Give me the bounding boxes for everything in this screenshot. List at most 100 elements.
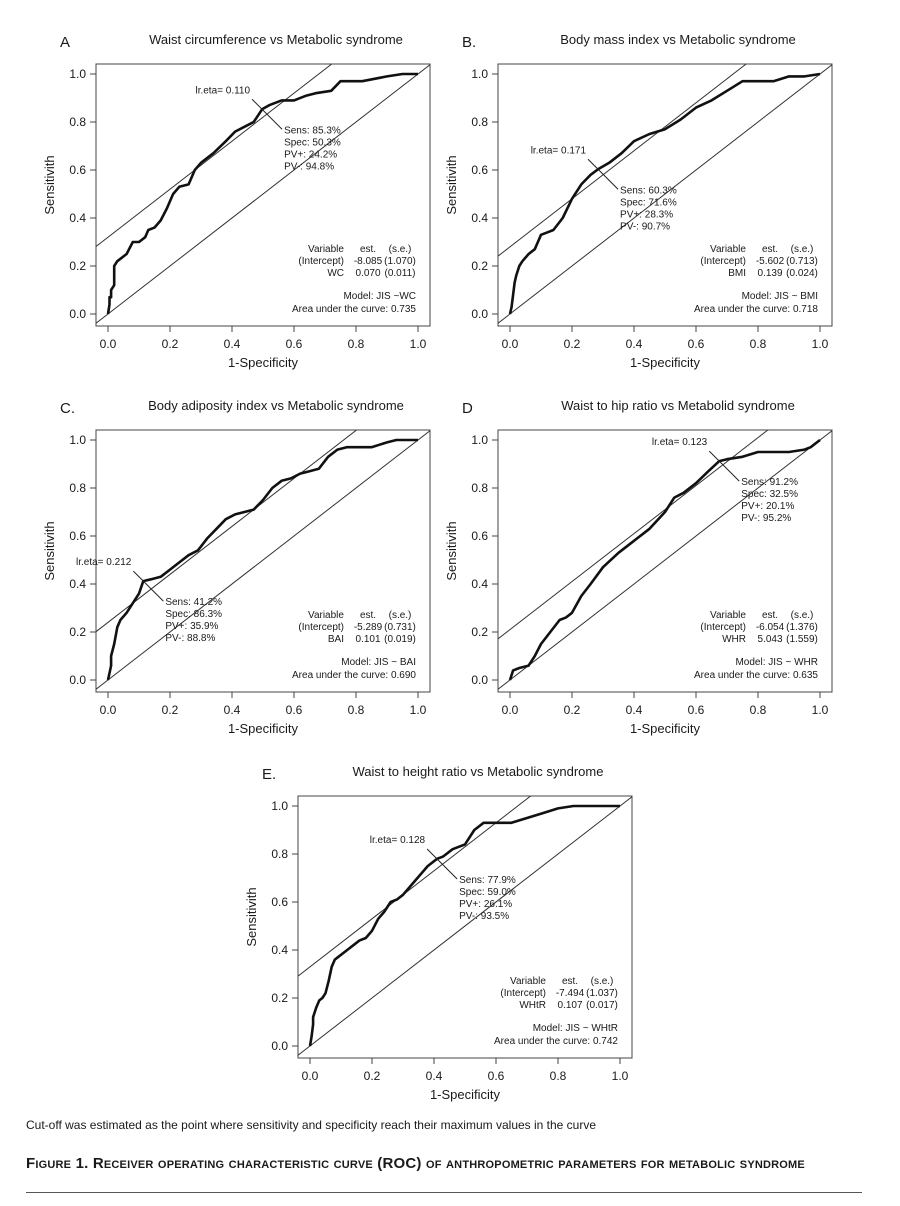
cutoff-stat: PV+: 24.2%: [284, 149, 337, 160]
coef-variable: (Intercept): [700, 622, 746, 633]
y-tick-label: 0.4: [471, 211, 488, 225]
cutoff-diagonal: [298, 796, 532, 977]
chance-diagonal: [498, 430, 832, 690]
x-tick-label: 0.6: [286, 703, 303, 717]
cutoff-stat: PV-: 93.5%: [459, 911, 509, 922]
cutoff-stat: PV+: 20.1%: [741, 501, 794, 512]
y-tick-label: 0.2: [69, 625, 86, 639]
x-axis-label: 1-Specificity: [228, 355, 299, 370]
panel-label: B.: [462, 34, 476, 51]
x-tick-label: 0.4: [224, 337, 241, 351]
y-tick-label: 0.0: [471, 673, 488, 687]
y-tick-label: 0.6: [69, 163, 86, 177]
auc-value: Area under the curve: 0.690: [292, 670, 416, 681]
coef-se: (0.011): [385, 268, 416, 279]
panel-label: A: [60, 34, 70, 51]
y-tick-label: 1.0: [69, 433, 86, 447]
x-tick-label: 1.0: [410, 337, 427, 351]
chance-diagonal: [298, 796, 632, 1056]
chance-diagonal: [96, 64, 430, 324]
cutoff-diagonal: [96, 430, 358, 633]
model-formula: Model: JIS ~ BAI: [341, 657, 416, 668]
roc-panel-2: 0.0 0.0 0.2 0.2 0.4 0.4 0.6 0.6 0.8 0.8 1.0 1.0 B. Bo…: [444, 32, 833, 370]
chance-diagonal: [96, 430, 430, 690]
x-axis-label: 1-Specificity: [630, 721, 701, 736]
cutoff-leader: [587, 158, 619, 190]
x-tick-label: 0.0: [502, 337, 519, 351]
roc-panel-3: 0.0 0.0 0.2 0.2 0.4 0.4 0.6 0.6 0.8 0.8 1.0 1.0 C. Bo…: [42, 398, 431, 736]
cutoff-label: lr.eta= 0.110: [195, 85, 250, 96]
coef-se: (0.713): [786, 256, 818, 267]
coef-header: (s.e.): [791, 610, 814, 621]
y-tick-label: 0.0: [271, 1039, 288, 1053]
model-formula: Model: JIS ~ WHR: [735, 657, 818, 668]
y-tick-label: 1.0: [271, 799, 288, 813]
x-tick-label: 0.8: [750, 337, 767, 351]
cutoff-label: lr.eta= 0.212: [76, 557, 132, 568]
y-tick-label: 1.0: [471, 433, 488, 447]
y-tick-label: 0.8: [271, 847, 288, 861]
auc-value: Area under the curve: 0.742: [494, 1036, 618, 1047]
panel-title: Body mass index vs Metabolic syndrome: [560, 32, 796, 47]
y-tick-label: 1.0: [471, 67, 488, 81]
x-tick-label: 0.0: [502, 703, 519, 717]
coef-header: est.: [762, 244, 778, 255]
y-tick-label: 0.2: [69, 259, 86, 273]
cutoff-stat: Sens: 41.2%: [165, 597, 222, 608]
cutoff-stat: Spec: 50.3%: [284, 137, 341, 148]
coef-estimate: 0.139: [757, 268, 782, 279]
y-tick-label: 0.8: [471, 481, 488, 495]
coef-estimate: -8.085: [354, 256, 383, 267]
cutoff-diagonal: [96, 64, 333, 248]
coef-variable: (Intercept): [298, 256, 344, 267]
x-tick-label: 0.0: [100, 703, 117, 717]
cutoff-stat: PV-: 94.8%: [284, 161, 334, 172]
roc-curve: [508, 438, 821, 681]
cutoff-leader: [708, 450, 740, 482]
y-axis-label: Sensitivith: [444, 155, 459, 214]
coef-header: Variable: [510, 976, 546, 987]
cutoff-stat: Spec: 59.0%: [459, 887, 516, 898]
coef-header: est.: [762, 610, 778, 621]
model-formula: Model: JIS ~WC: [343, 291, 416, 302]
x-tick-label: 1.0: [812, 703, 829, 717]
cutoff-stat: PV-: 90.7%: [620, 221, 670, 232]
figure-caption: Figure 1. Receiver operating characteris…: [26, 1155, 805, 1172]
coef-header: (s.e.): [389, 610, 412, 621]
x-tick-label: 0.8: [348, 337, 365, 351]
y-tick-label: 0.8: [471, 115, 488, 129]
cutoff-stat: PV+: 35.9%: [165, 621, 218, 632]
plot-frame: [497, 63, 833, 327]
cutoff-stat: Sens: 77.9%: [459, 875, 516, 886]
plot-frame: [297, 795, 633, 1059]
x-tick-label: 0.8: [348, 703, 365, 717]
y-tick-label: 0.0: [69, 307, 86, 321]
cutoff-leader: [426, 848, 458, 880]
coef-estimate: 0.070: [355, 268, 380, 279]
cutoff-label: lr.eta= 0.123: [652, 437, 708, 448]
cutoff-diagonal: [498, 430, 769, 640]
cutoff-stat: Spec: 32.5%: [741, 489, 798, 500]
y-tick-label: 0.6: [471, 529, 488, 543]
y-tick-label: 0.6: [471, 163, 488, 177]
cutoff-stat: Sens: 60.3%: [620, 185, 677, 196]
coef-se: (0.019): [384, 634, 416, 645]
coef-se: (1.037): [586, 988, 618, 999]
plot-frame: [497, 429, 833, 693]
y-tick-label: 0.4: [271, 943, 288, 957]
coef-header: (s.e.): [591, 976, 614, 987]
coef-estimate: -5.602: [756, 256, 785, 267]
coef-variable: (Intercept): [500, 988, 546, 999]
roc-curve: [106, 438, 418, 681]
x-tick-label: 0.4: [426, 1069, 443, 1083]
y-axis-label: Sensitivith: [42, 155, 57, 214]
x-tick-label: 0.2: [162, 703, 179, 717]
x-tick-label: 0.8: [550, 1069, 567, 1083]
x-tick-label: 0.2: [364, 1069, 381, 1083]
coef-variable: WHtR: [519, 1000, 546, 1011]
coef-se: (1.559): [786, 634, 818, 645]
coef-estimate: 0.101: [355, 634, 380, 645]
y-tick-label: 0.2: [471, 625, 488, 639]
cutoff-leader: [251, 98, 283, 130]
y-tick-label: 0.0: [471, 307, 488, 321]
